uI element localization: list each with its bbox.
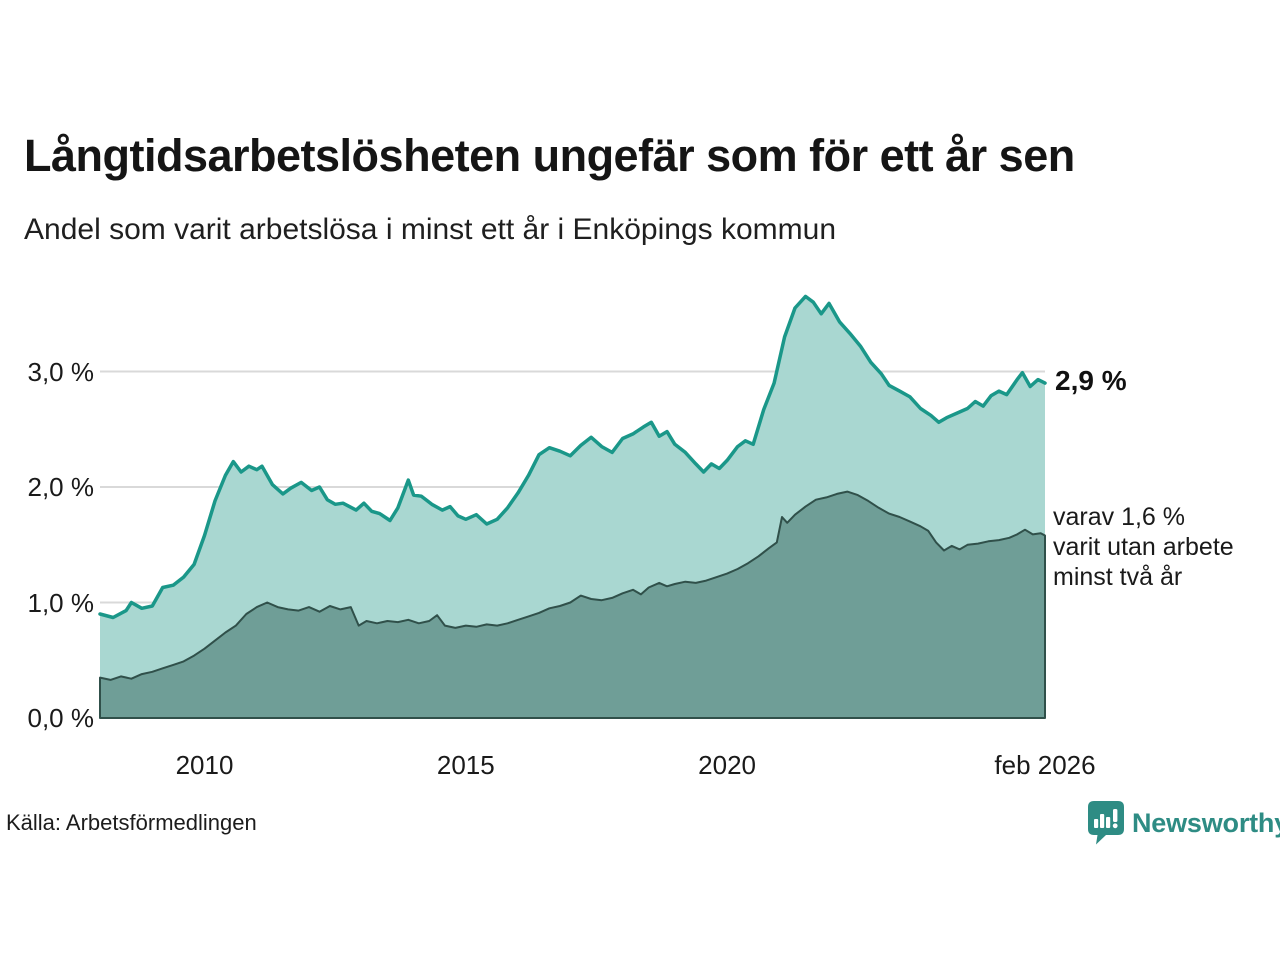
chart-title: Långtidsarbetslösheten ungefär som för e… [24, 130, 1075, 181]
newsworthy-brand: Newsworthy [1088, 801, 1280, 845]
series-total-line [98, 294, 1047, 620]
y-axis-tick-label: 1,0 % [27, 587, 95, 618]
y-axis-tick-label: 3,0 % [27, 356, 95, 387]
y-axis: 0,0 % 1,0 % 2,0 % 3,0 % [0, 0, 95, 960]
x-axis-tick-label: feb 2026 [994, 750, 1096, 780]
brand-name: Newsworthy [1132, 807, 1280, 838]
x-axis-tick-label: 2010 [175, 750, 234, 780]
chart-subtitle: Andel som varit arbetslösa i minst ett å… [24, 213, 837, 246]
latest-total-annotation: 2,9 % [1055, 365, 1127, 396]
y-axis-tick-label: 0,0 % [27, 703, 95, 733]
newsworthy-logo-icon [1088, 801, 1124, 845]
y-axis-tick-label: 2,0 % [27, 472, 95, 502]
x-axis-tick-label: 2015 [436, 750, 495, 780]
x-axis-tick-label: 2020 [698, 750, 757, 780]
source-note: Källa: Arbetsförmedlingen [6, 810, 257, 835]
two-year-annotation: varav 1,6 % varit utan arbete minst två … [1053, 503, 1234, 591]
series-two-year-area [99, 490, 1046, 719]
